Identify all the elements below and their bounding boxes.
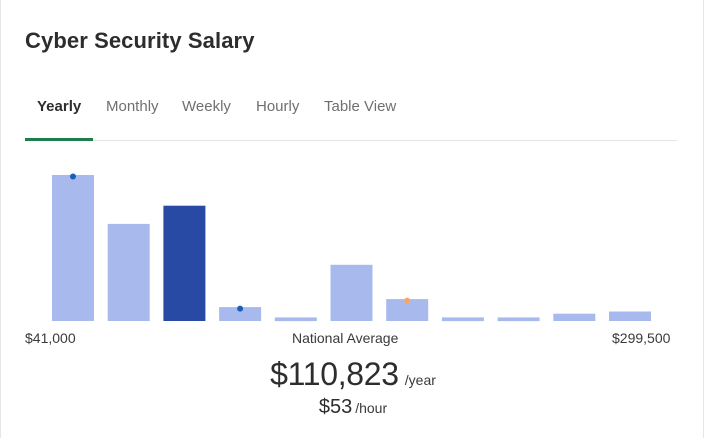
histogram-bar (386, 299, 429, 321)
national-average-label: National Average (292, 330, 399, 346)
tab-weekly[interactable]: Weekly (182, 98, 231, 115)
hourly-amount: $53 (318, 396, 353, 418)
hourly-salary: $53/hour (1, 396, 704, 419)
histogram-bar (330, 264, 373, 321)
histogram-bar (219, 307, 262, 321)
histogram-bar (609, 311, 651, 321)
histogram-bar (497, 317, 540, 322)
tab-table-view[interactable]: Table View (324, 98, 397, 115)
x-min-label: $41,000 (25, 330, 76, 346)
histogram-bar (107, 223, 150, 321)
average-unit: /year (404, 372, 436, 388)
histogram-bar (52, 175, 94, 321)
salary-marker (237, 305, 244, 312)
period-tabs: Yearly Monthly Weekly Hourly Table View (25, 88, 677, 141)
salary-marker (70, 173, 76, 180)
average-amount: $110,823 (270, 356, 399, 392)
tab-monthly[interactable]: Monthly (106, 98, 159, 115)
tab-yearly[interactable]: Yearly (25, 88, 94, 141)
histogram-bar (553, 313, 596, 321)
histogram-bar (163, 205, 206, 321)
page-title: Cyber Security Salary (25, 28, 255, 53)
histogram-bar (274, 317, 317, 322)
histogram-bar (441, 317, 484, 322)
average-marker (404, 297, 411, 304)
tab-hourly[interactable]: Hourly (256, 98, 300, 115)
x-max-label: $299,500 (612, 330, 671, 346)
hourly-unit: /hour (355, 400, 388, 416)
average-salary: $110,823/year (1, 356, 704, 393)
